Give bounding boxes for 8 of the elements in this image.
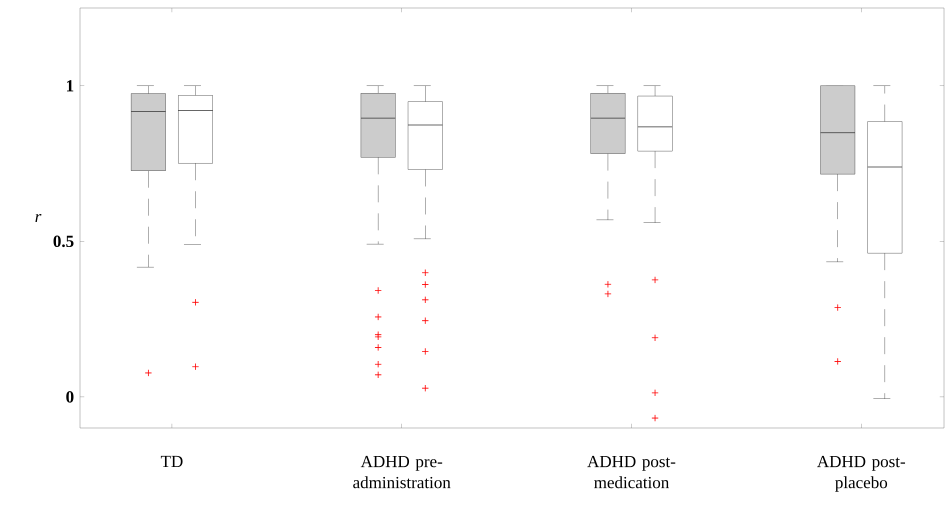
y-axis-title: r <box>35 214 42 222</box>
y-tick-label: 0.5 <box>54 236 74 248</box>
y-tick-label: 0 <box>66 391 74 403</box>
x-tick-label: ADHD pre-administration <box>353 456 451 488</box>
x-tick-label: ADHD post-placebo <box>817 456 906 492</box>
x-tick-label: TD <box>160 456 183 468</box>
y-tick-label: 1 <box>67 80 74 92</box>
x-tick-label: ADHD post-medication <box>587 456 676 488</box>
